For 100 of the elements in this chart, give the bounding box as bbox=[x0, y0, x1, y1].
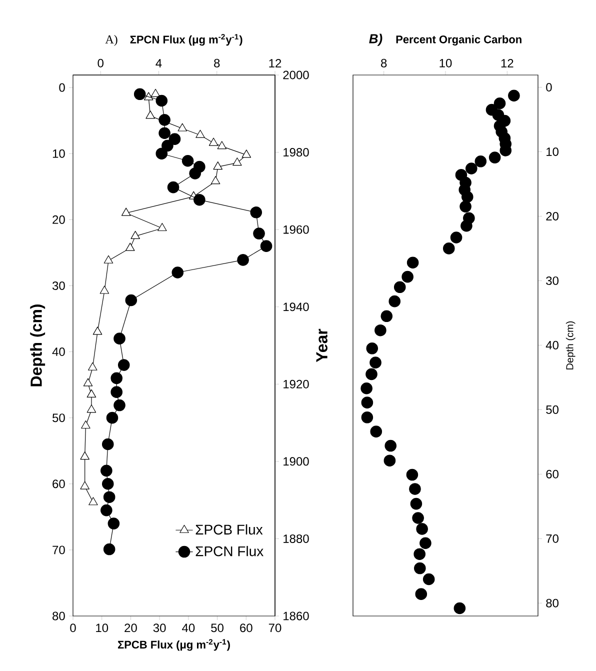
point bbox=[196, 130, 205, 138]
y-tick-label: 70 bbox=[546, 534, 559, 543]
point bbox=[150, 88, 160, 97]
point bbox=[178, 123, 187, 132]
x-tick-label: 10 bbox=[96, 624, 108, 632]
x-tick-label: 10 bbox=[440, 58, 452, 68]
point bbox=[100, 286, 110, 294]
y-axis-title: Depth (cm) bbox=[30, 304, 46, 386]
point bbox=[406, 256, 419, 269]
y2-tick-label: 1900 bbox=[284, 457, 309, 466]
y-tick-label: 60 bbox=[52, 480, 65, 488]
point bbox=[366, 342, 378, 354]
point bbox=[384, 440, 397, 452]
point bbox=[80, 481, 90, 490]
point bbox=[374, 324, 386, 336]
point bbox=[384, 454, 396, 466]
y2-tick-label: 1980 bbox=[284, 148, 309, 157]
y-tick-label: 30 bbox=[546, 276, 559, 285]
point bbox=[121, 208, 131, 216]
y2-tick-label: 1860 bbox=[284, 612, 309, 620]
point bbox=[460, 220, 472, 232]
y-axis-title: Depth (cm) bbox=[566, 321, 576, 370]
y2-axis-title: Year bbox=[316, 328, 328, 362]
point bbox=[474, 156, 487, 168]
y-tick-label: 80 bbox=[52, 612, 65, 620]
x2-axis-title: ΣPCN Flux (μg m$^{-2}$y$^{-1}$) bbox=[130, 34, 242, 46]
chart-title: A) bbox=[105, 35, 118, 46]
y-tick-label: 0 bbox=[546, 83, 552, 92]
y-tick-label: 50 bbox=[52, 414, 65, 422]
point bbox=[410, 498, 422, 510]
point bbox=[146, 110, 155, 119]
point bbox=[208, 138, 218, 146]
point bbox=[88, 497, 98, 506]
point bbox=[92, 326, 102, 335]
point bbox=[81, 420, 90, 429]
point bbox=[412, 512, 424, 524]
x-axis-title: Percent Organic Carbon bbox=[396, 35, 522, 46]
point bbox=[88, 362, 98, 370]
x-tick-label: 12 bbox=[501, 58, 514, 68]
point bbox=[388, 295, 401, 308]
point bbox=[394, 281, 406, 294]
y2-tick-label: 2000 bbox=[283, 70, 309, 80]
point bbox=[86, 404, 96, 413]
point bbox=[130, 230, 140, 239]
point bbox=[144, 92, 154, 100]
y2-tick-label: 1960 bbox=[284, 225, 309, 234]
point bbox=[242, 150, 252, 158]
point bbox=[414, 562, 426, 574]
point bbox=[360, 382, 372, 394]
point bbox=[465, 162, 478, 174]
x-tick-label: 50 bbox=[211, 624, 224, 632]
y-tick-label: 40 bbox=[52, 348, 65, 356]
y2-tick-label: 1920 bbox=[284, 380, 309, 388]
x-tick-label: 20 bbox=[124, 624, 137, 632]
y-tick-label: 40 bbox=[546, 340, 559, 350]
x2-tick-label: 4 bbox=[156, 59, 162, 68]
point bbox=[406, 468, 418, 481]
point bbox=[80, 452, 90, 460]
point bbox=[370, 426, 382, 438]
x-tick-label: 0 bbox=[70, 624, 76, 632]
x-tick-label: 70 bbox=[268, 624, 282, 632]
point bbox=[361, 411, 374, 424]
point bbox=[415, 588, 428, 600]
y2-tick-label: 1940 bbox=[284, 302, 309, 312]
x-tick-label: 30 bbox=[153, 624, 166, 632]
point bbox=[361, 396, 374, 408]
point bbox=[217, 141, 227, 150]
legend-label: ΣPCB Flux bbox=[196, 524, 263, 535]
y-tick-label: 80 bbox=[546, 598, 559, 608]
point bbox=[494, 97, 506, 110]
x-tick-label: 60 bbox=[240, 624, 252, 632]
y2-tick-label: 1880 bbox=[284, 534, 309, 543]
point bbox=[210, 176, 220, 184]
y-tick-label: 10 bbox=[546, 147, 559, 156]
x-tick-label: 8 bbox=[381, 58, 387, 68]
point bbox=[232, 158, 242, 166]
point bbox=[366, 368, 378, 380]
point bbox=[460, 200, 472, 212]
point bbox=[420, 537, 432, 550]
point bbox=[104, 255, 114, 264]
point bbox=[409, 483, 421, 495]
point bbox=[416, 523, 428, 535]
point bbox=[450, 232, 462, 244]
y-tick-label: 60 bbox=[546, 470, 559, 478]
x-tick-label: 40 bbox=[182, 624, 195, 632]
y-tick-label: 70 bbox=[52, 546, 65, 554]
point bbox=[442, 242, 455, 254]
point bbox=[508, 90, 520, 102]
y-tick-label: 30 bbox=[52, 281, 65, 290]
y-tick-label: 0 bbox=[59, 83, 65, 92]
legend-label: ΣPCN Flux bbox=[196, 546, 264, 556]
point bbox=[402, 270, 414, 283]
y-tick-label: 50 bbox=[546, 405, 559, 414]
point bbox=[83, 378, 93, 386]
y-tick-label: 20 bbox=[546, 212, 559, 220]
x-axis-title: ΣPCB Flux (μg m$^{-2}$y$^{-1}$) bbox=[118, 639, 230, 651]
point bbox=[488, 152, 501, 164]
point bbox=[461, 190, 474, 203]
y-tick-label: 10 bbox=[52, 149, 65, 158]
point bbox=[158, 222, 167, 232]
